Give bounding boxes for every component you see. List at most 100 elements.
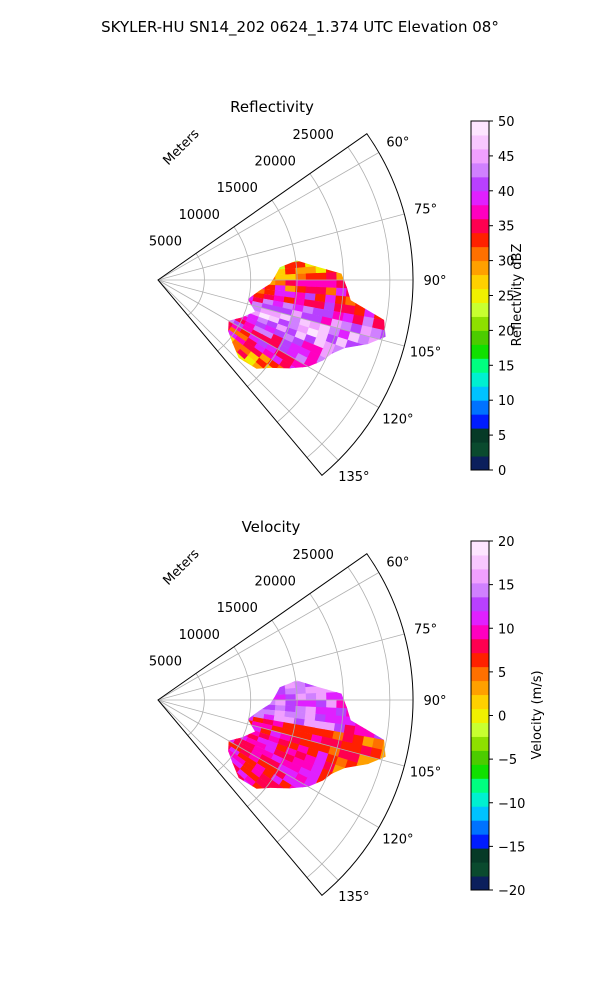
- echo-cell: [258, 732, 272, 741]
- echo-cell: [256, 316, 270, 326]
- colorbar-segment: [471, 876, 489, 891]
- echo-cell: [347, 751, 362, 764]
- radial-tick-label: 10000: [179, 208, 220, 223]
- angular-gridline: [157, 279, 405, 347]
- colorbar-segment: [471, 568, 489, 584]
- echo-cell: [273, 748, 287, 759]
- echo-cell: [301, 760, 315, 772]
- echo-cell: [260, 727, 273, 736]
- colorbar-segment: [471, 652, 489, 668]
- colorbar-segment: [471, 541, 489, 556]
- echo-cell: [262, 768, 276, 780]
- echo-cell: [253, 763, 267, 775]
- echo-cell: [256, 758, 270, 770]
- echo-cell: [264, 284, 277, 291]
- colorbar-segment: [471, 400, 489, 415]
- angle-tick-label: 135°: [338, 890, 369, 905]
- colorbar-segment: [471, 750, 489, 765]
- echo-cell: [244, 355, 257, 368]
- angular-gridline: [157, 572, 380, 701]
- echo-cell: [273, 328, 287, 339]
- echo-cell: [262, 718, 275, 726]
- echo-cell: [285, 687, 297, 695]
- colorbar-tick-label: 50: [498, 115, 515, 130]
- echo-cell: [302, 305, 315, 315]
- echo-cell: [333, 303, 347, 314]
- echo-cell: [256, 736, 270, 746]
- colorbar-tick-label: 5: [498, 429, 506, 444]
- echo-cell: [274, 290, 287, 298]
- echo-cell: [266, 320, 280, 330]
- colorbar-tick-label: −15: [498, 840, 525, 855]
- echo-cell: [313, 300, 327, 310]
- panel-title: Reflectivity: [230, 98, 314, 116]
- colorbar-tick-label: 40: [498, 185, 515, 200]
- echo-cell: [322, 309, 336, 320]
- echo-cell: [305, 286, 318, 295]
- echo-cell: [285, 768, 300, 780]
- echo-cell: [275, 323, 289, 334]
- echo-cell: [305, 706, 318, 715]
- echo-cell: [293, 717, 306, 727]
- colorbar-segment: [471, 260, 489, 276]
- echo-cell: [268, 338, 282, 350]
- echo-cell: [271, 305, 284, 314]
- echo-cell: [239, 328, 252, 339]
- echo-cell: [343, 304, 357, 316]
- echo-cell: [325, 287, 338, 296]
- radial-gridline: [247, 619, 298, 807]
- colorbar-segment: [471, 344, 489, 359]
- echo-cell: [268, 315, 281, 325]
- echo-cell: [305, 700, 318, 708]
- echo-cell: [264, 709, 277, 716]
- colorbar-segment: [471, 218, 489, 234]
- echo-cell: [228, 321, 233, 331]
- echo-cell: [295, 266, 308, 275]
- echo-cell: [285, 693, 297, 701]
- echo-cell: [251, 361, 265, 369]
- echo-cell: [261, 303, 274, 311]
- echo-cell: [263, 293, 276, 301]
- radial-gridline: [217, 226, 252, 352]
- echo-cell: [324, 294, 338, 304]
- radial-gridline: [306, 146, 391, 458]
- echo-cell: [353, 725, 367, 737]
- echo-cell: [251, 720, 264, 729]
- echo-cell: [284, 285, 297, 293]
- radial-gridline: [276, 593, 344, 843]
- echo-cell: [334, 715, 348, 726]
- colorbar-segment: [471, 162, 489, 178]
- echo-cell: [248, 753, 261, 764]
- echo-cell: [260, 307, 273, 316]
- reflectivity-panel: Reflectivity Meters Reflectivity dBZ 500…: [149, 98, 525, 485]
- echo-cell: [275, 784, 289, 789]
- angle-tick-label: 75°: [414, 622, 437, 637]
- echo-cell: [315, 706, 328, 716]
- echo-cell: [304, 712, 317, 722]
- echo-cell: [245, 317, 259, 326]
- colorbar-segment: [471, 274, 489, 290]
- polar-frame: [157, 553, 414, 897]
- echo-cell: [335, 707, 348, 717]
- echo-cell: [301, 340, 315, 352]
- colorbar-tick-label: 35: [498, 220, 515, 235]
- colorbar-label: Reflectivity dBZ: [510, 244, 525, 347]
- colorbar-tick-label: 15: [498, 579, 515, 594]
- echo-cell: [239, 765, 253, 777]
- echo-cell: [292, 723, 305, 733]
- angular-gridline: [157, 279, 339, 461]
- echo-cell: [333, 723, 347, 734]
- echo-cell: [295, 693, 308, 701]
- echo-cell: [332, 730, 346, 742]
- angular-gridline: [157, 699, 405, 767]
- echo-cell: [270, 333, 284, 345]
- echo-cell: [314, 713, 327, 723]
- colorbar-segment: [471, 134, 489, 150]
- colorbar-label: Velocity (m/s): [530, 670, 545, 759]
- echo-cell: [264, 744, 277, 755]
- echo-cell: [315, 692, 328, 701]
- angle-tick-label: 120°: [382, 413, 413, 428]
- radial-tick-label: 5000: [149, 234, 182, 249]
- angular-gridline: [157, 633, 405, 701]
- echo-cell: [305, 273, 318, 281]
